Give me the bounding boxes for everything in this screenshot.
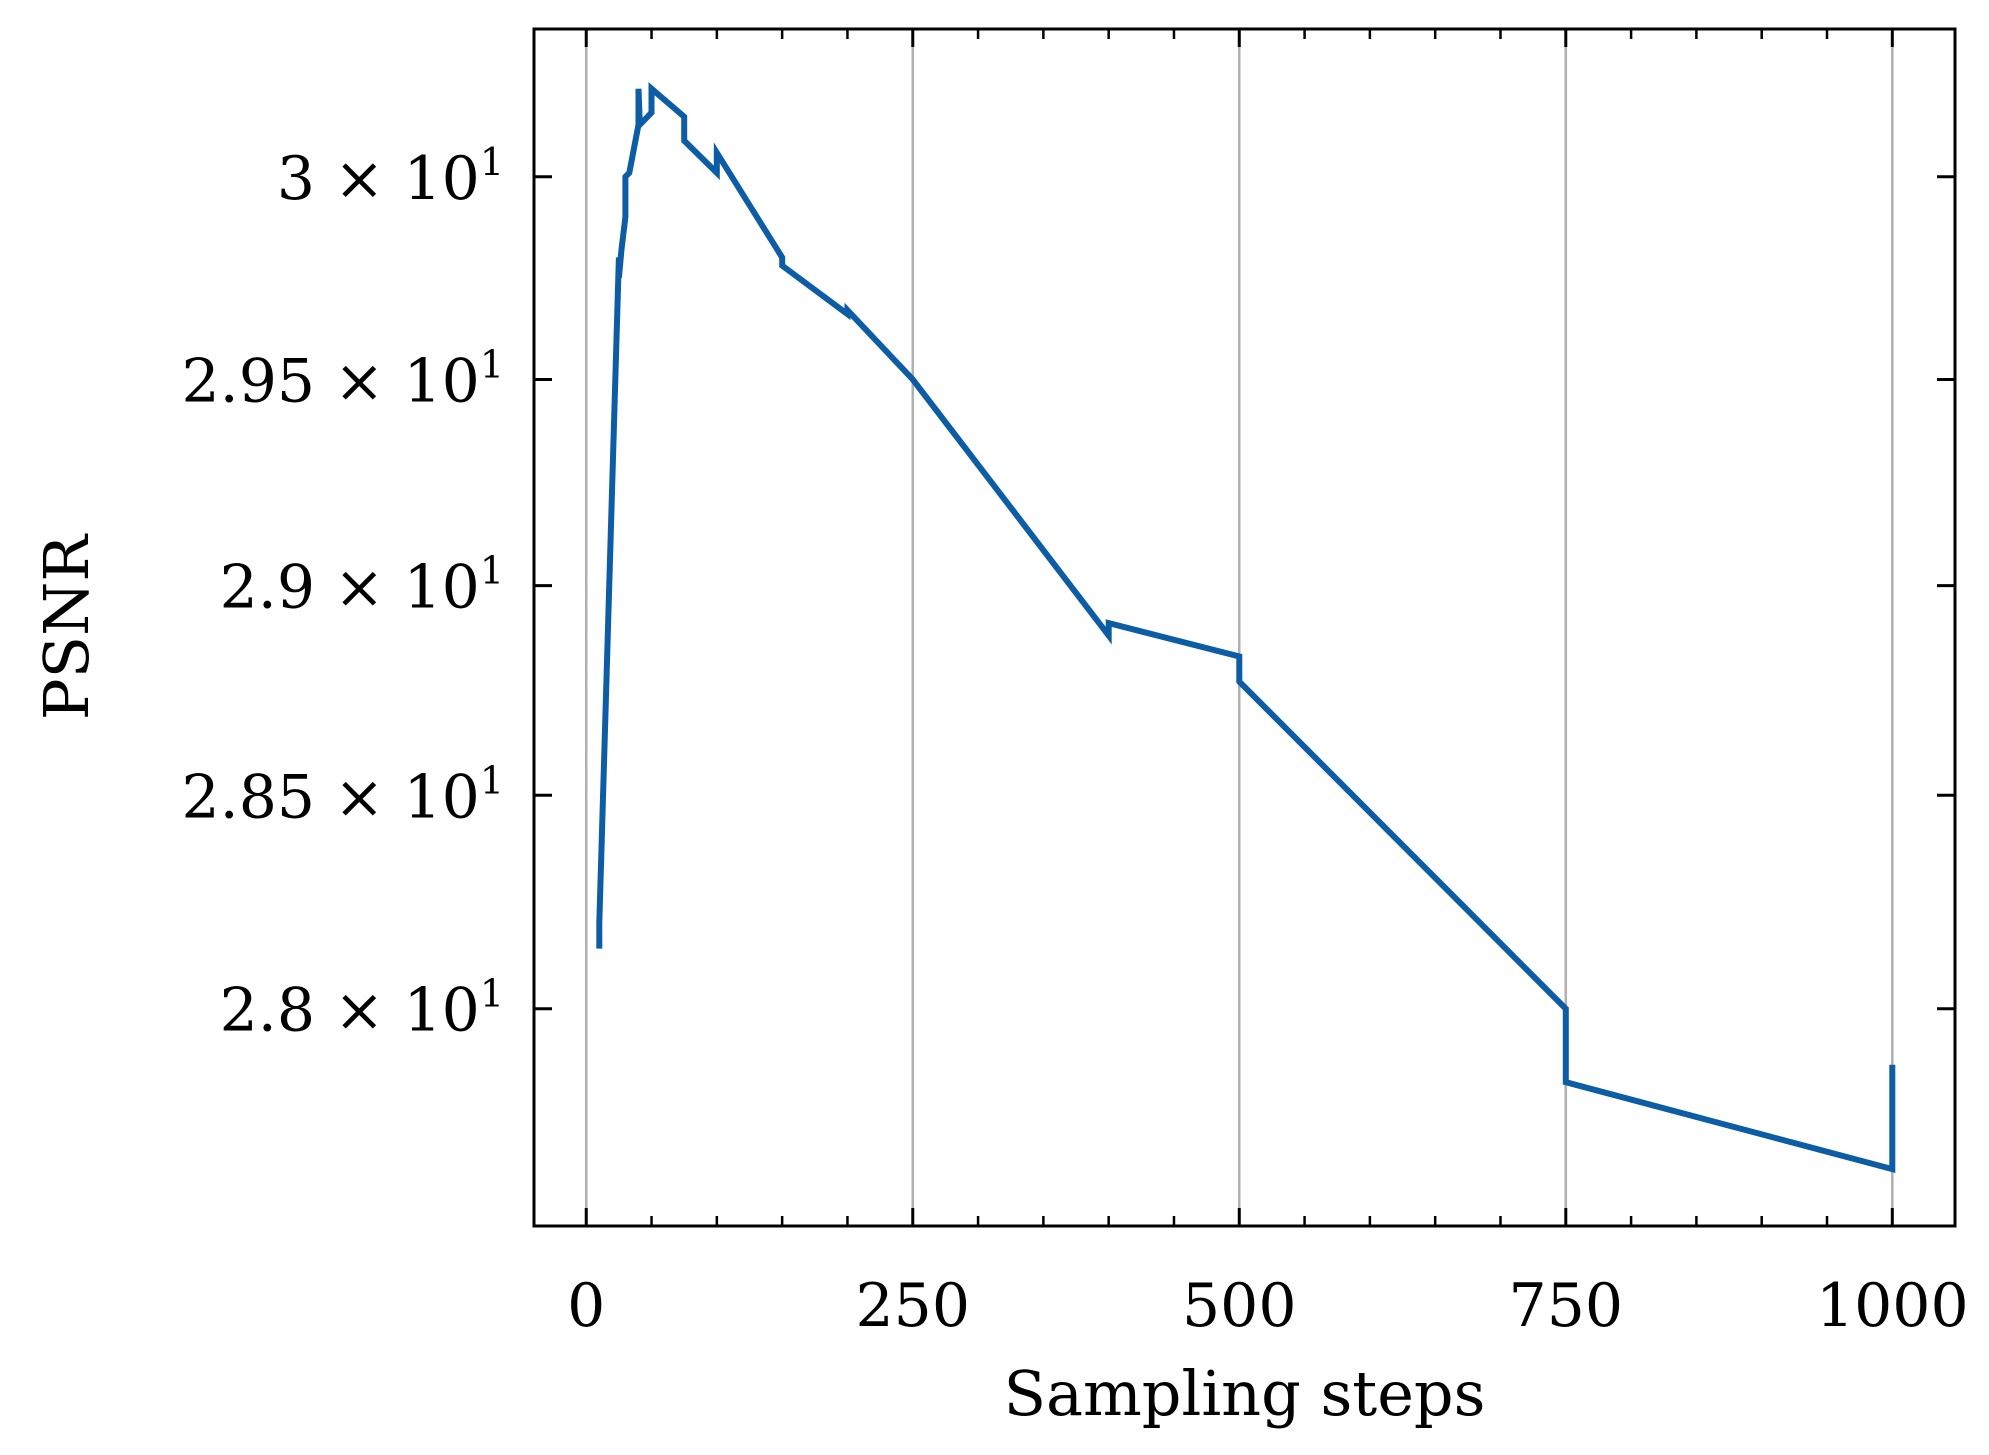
y-tick-exponent: 1 <box>480 140 504 184</box>
y-tick-label: 2.9 × 101 <box>220 549 504 623</box>
frame-layer <box>532 27 1957 1228</box>
y-tick-mantissa: 2.95 × 10 <box>181 346 479 416</box>
y-axis-title: PSNR <box>30 533 103 720</box>
y-tick-label: 2.95 × 101 <box>181 342 504 416</box>
x-tick-label: 0 <box>567 1271 605 1341</box>
x-tick-label: 500 <box>1182 1271 1297 1341</box>
y-tick-exponent: 1 <box>480 972 504 1016</box>
plot-frame <box>532 27 1957 1228</box>
x-axis-title: Sampling steps <box>1004 1357 1486 1430</box>
series-layer <box>596 82 1896 1174</box>
y-tick-exponent: 1 <box>480 549 504 593</box>
y-tick-mantissa: 2.85 × 10 <box>181 762 479 832</box>
x-tick-label: 750 <box>1509 1271 1624 1341</box>
y-tick-exponent: 1 <box>480 758 504 802</box>
y-tick-mantissa: 2.8 × 10 <box>220 976 480 1046</box>
y-tick-label: 2.85 × 101 <box>181 758 504 832</box>
y-tick-mantissa: 3 × 10 <box>277 144 480 214</box>
y-tick-mantissa: 2.9 × 10 <box>220 553 480 623</box>
x-tick-label: 1000 <box>1816 1271 1969 1341</box>
x-tick-label: 250 <box>855 1271 970 1341</box>
psnr-series-line <box>596 82 1896 1174</box>
y-tick-label: 3 × 101 <box>277 140 504 214</box>
y-tick-exponent: 1 <box>480 342 504 386</box>
grid-layer <box>584 29 1894 1226</box>
y-tick-label: 2.8 × 101 <box>220 972 504 1046</box>
